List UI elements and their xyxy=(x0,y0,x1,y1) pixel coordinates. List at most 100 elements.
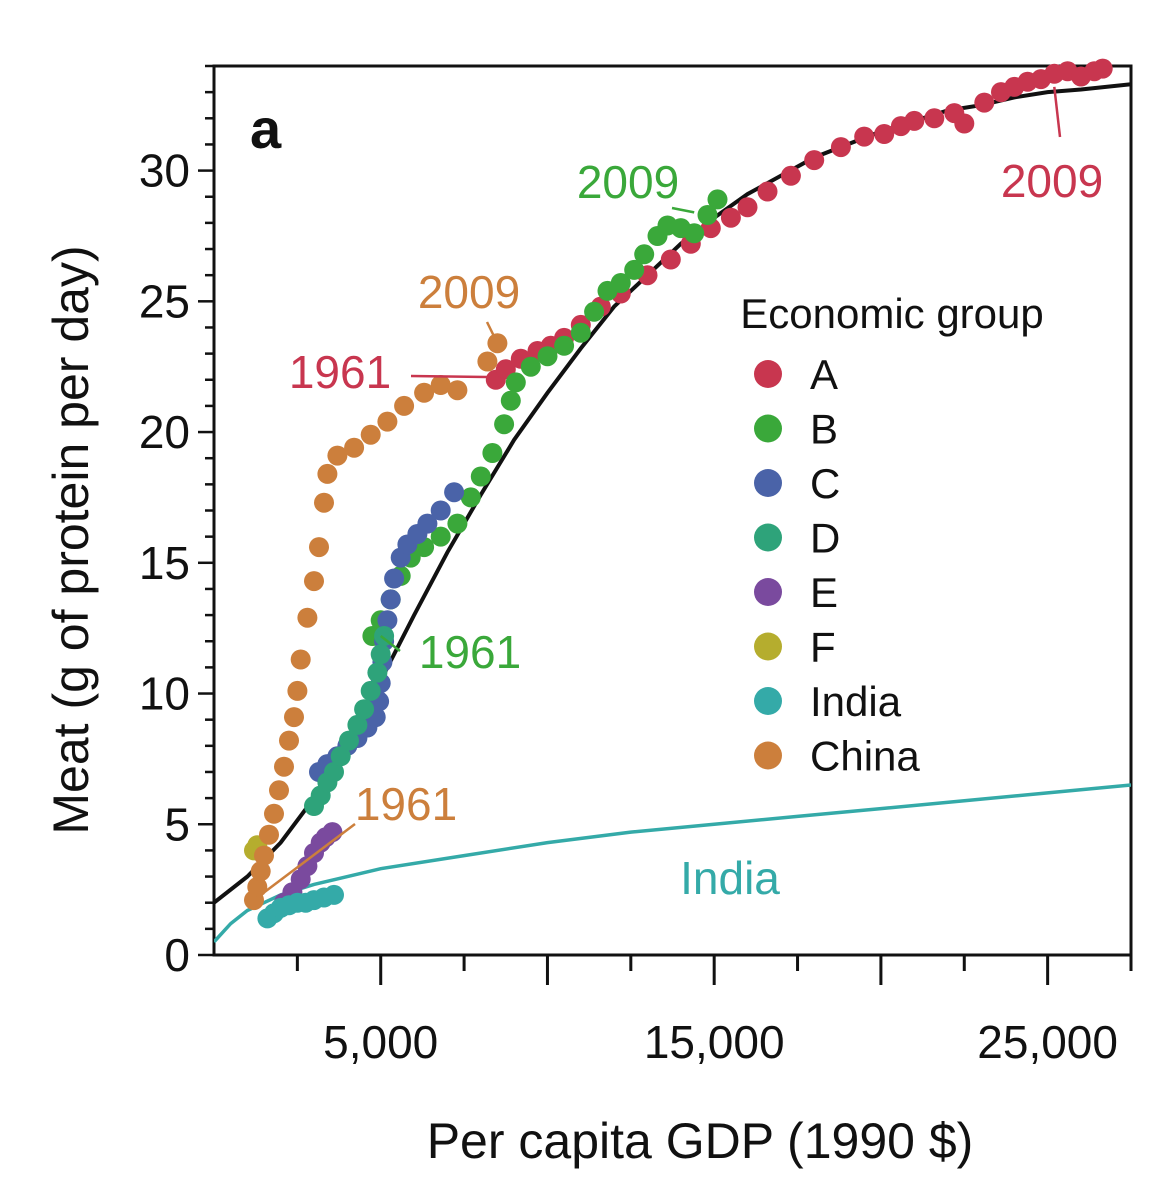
y-tick-label: 5 xyxy=(164,798,190,850)
point-china xyxy=(269,780,289,801)
point-china xyxy=(250,861,271,882)
point-d xyxy=(367,662,388,683)
point-d xyxy=(354,699,375,720)
point-india xyxy=(324,884,344,905)
point-c xyxy=(444,482,465,503)
annotation-label: 2009 xyxy=(577,156,679,208)
point-a xyxy=(904,110,925,131)
y-tick-label: 30 xyxy=(139,145,190,197)
point-b xyxy=(520,356,541,377)
annotation-leader xyxy=(256,823,356,899)
point-china xyxy=(309,537,329,558)
point-china xyxy=(259,824,279,845)
point-c xyxy=(417,513,438,534)
point-b xyxy=(482,443,503,463)
point-d xyxy=(347,714,368,735)
point-a xyxy=(780,165,801,186)
point-china xyxy=(279,730,299,751)
annotation-label: 1961 xyxy=(289,346,391,398)
panel-label: a xyxy=(250,97,282,160)
annotation-label: 1961 xyxy=(355,778,457,830)
point-china xyxy=(360,424,381,445)
point-b xyxy=(494,414,515,435)
legend-title: Economic group xyxy=(740,290,1044,337)
point-c xyxy=(377,610,398,631)
point-china xyxy=(327,445,348,466)
legend-label-a: A xyxy=(810,351,838,398)
point-a xyxy=(874,124,895,144)
legend-marker-d xyxy=(754,523,782,552)
point-b xyxy=(430,526,451,547)
legend-label-c: C xyxy=(810,460,840,507)
annotation-leader xyxy=(410,374,496,379)
point-china xyxy=(344,437,365,458)
point-a xyxy=(804,150,825,171)
y-tick-label: 25 xyxy=(139,275,190,327)
legend-label-china: China xyxy=(810,733,920,780)
y-tick-label: 10 xyxy=(139,668,190,720)
y-axis-label: Meat (g of protein per day) xyxy=(43,245,99,834)
annotation-leader xyxy=(485,321,499,344)
point-a xyxy=(720,207,741,228)
fit-curve-india xyxy=(214,783,1131,944)
point-b xyxy=(505,372,526,393)
point-d xyxy=(330,746,351,767)
point-china xyxy=(297,607,318,628)
point-a xyxy=(924,108,945,129)
point-c xyxy=(430,500,451,521)
annotation-label: 1961 xyxy=(419,626,521,678)
point-c xyxy=(380,589,401,610)
point-china xyxy=(377,411,398,432)
point-a xyxy=(757,181,778,202)
point-b xyxy=(610,273,631,293)
point-b xyxy=(500,390,521,411)
legend-marker-c xyxy=(754,469,782,497)
y-tick-label: 15 xyxy=(139,537,190,589)
point-b xyxy=(570,322,591,343)
annotation-label: 2009 xyxy=(1001,155,1103,207)
point-b xyxy=(447,513,468,534)
point-china xyxy=(314,492,334,513)
point-d xyxy=(370,644,391,665)
legend-marker-b xyxy=(754,414,782,443)
point-b xyxy=(460,487,481,508)
point-china xyxy=(287,680,308,701)
annotation-leader xyxy=(379,635,401,652)
x-axis-label: Per capita GDP (1990 $) xyxy=(427,1113,974,1169)
legend-label-b: B xyxy=(810,406,838,453)
legend-marker-china xyxy=(754,741,782,770)
point-b xyxy=(554,335,575,356)
legend-marker-india xyxy=(754,687,782,715)
point-a xyxy=(660,249,681,270)
x-tick-label: 25,000 xyxy=(977,1016,1118,1068)
point-b xyxy=(624,259,645,280)
legend-label-f: F xyxy=(810,624,836,671)
point-china xyxy=(264,803,284,824)
point-b xyxy=(684,223,705,244)
point-a xyxy=(737,197,758,218)
point-b xyxy=(537,346,558,367)
legend-label-e: E xyxy=(810,569,838,616)
point-china xyxy=(274,756,294,777)
x-tick-label: 15,000 xyxy=(644,1016,785,1068)
annotation-label: 2009 xyxy=(418,266,520,318)
point-b xyxy=(697,205,718,225)
annotation-leader xyxy=(1053,86,1062,138)
point-a xyxy=(974,92,995,113)
legend-marker-e xyxy=(754,578,782,606)
x-tick-label: 5,000 xyxy=(323,1016,438,1068)
point-d xyxy=(339,730,359,751)
point-c xyxy=(384,568,405,589)
point-china xyxy=(247,877,268,897)
legend-marker-a xyxy=(754,360,782,388)
point-china xyxy=(430,375,451,395)
point-a xyxy=(854,126,875,147)
point-china xyxy=(254,845,274,866)
legend-label-d: D xyxy=(810,515,840,562)
point-e xyxy=(322,822,343,843)
point-b xyxy=(707,189,728,210)
point-china xyxy=(447,380,468,401)
annotation-leader xyxy=(671,206,695,214)
point-a xyxy=(1092,58,1113,79)
